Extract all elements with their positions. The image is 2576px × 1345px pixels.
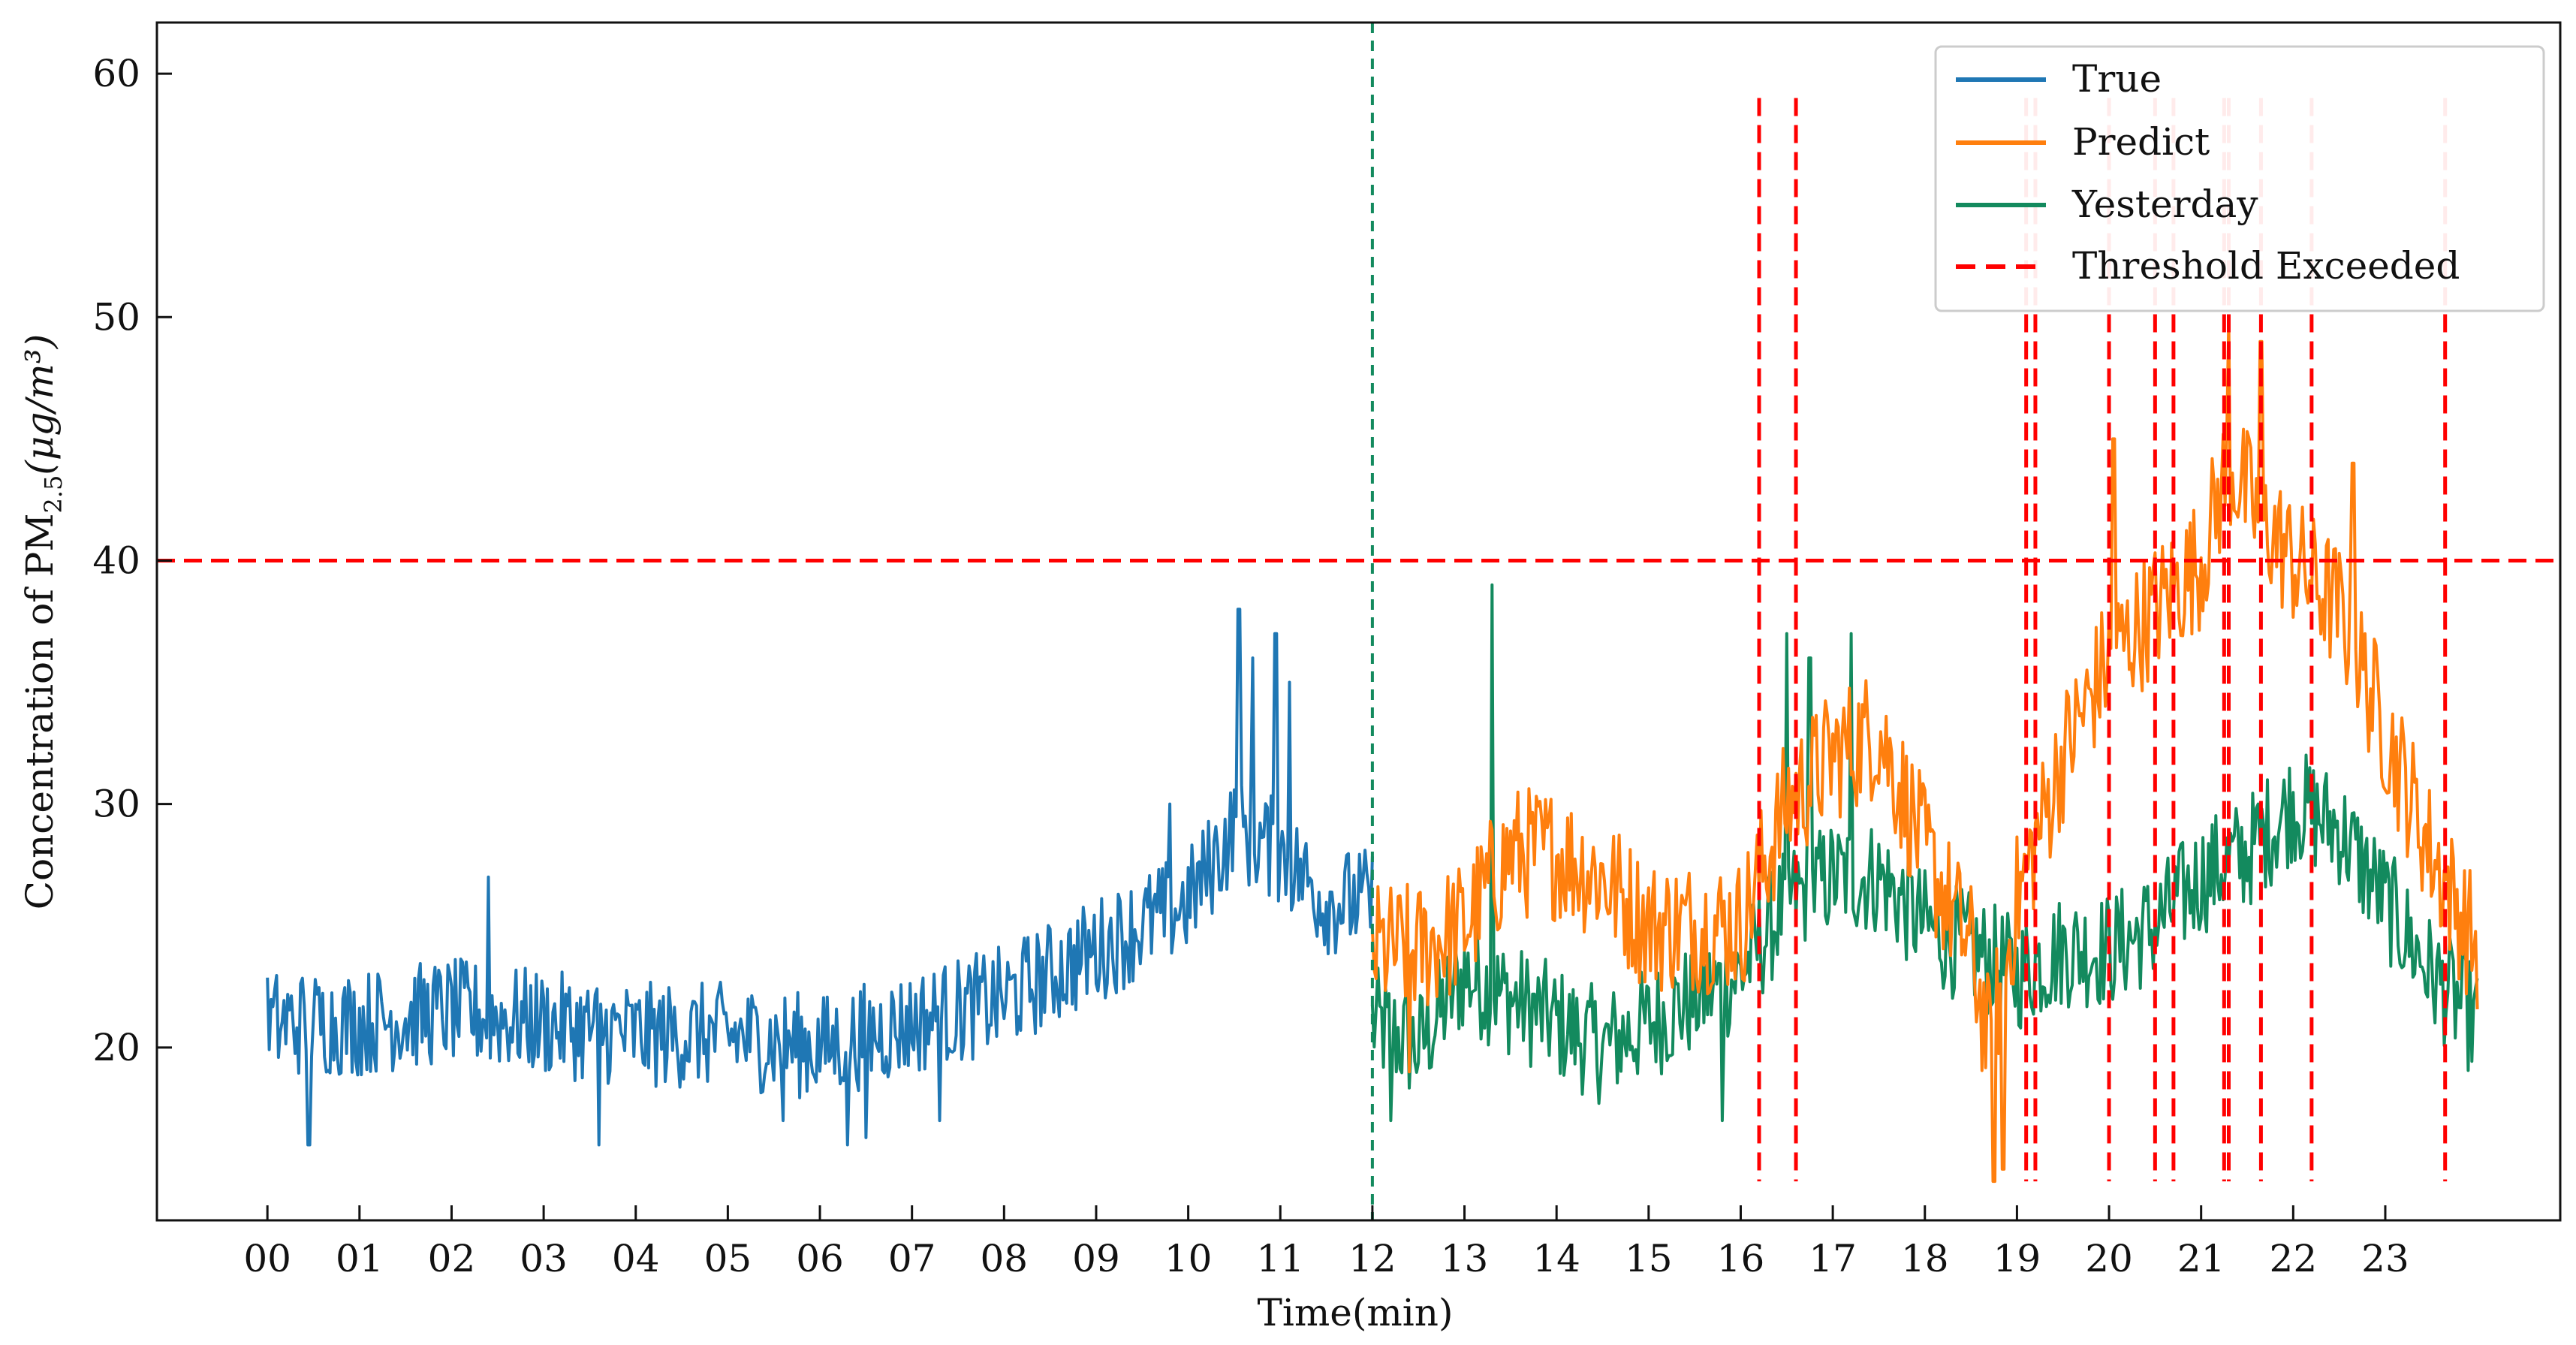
legend-box <box>1934 45 2545 312</box>
x-tick-label-4: 04 <box>612 1237 660 1280</box>
threshold-layer <box>157 23 2560 1220</box>
y-axis-title-subscript: 2.5 <box>39 475 68 514</box>
y-axis-title-unit: (μg/m³) <box>18 334 62 475</box>
x-tick-label-17: 17 <box>1809 1237 1857 1280</box>
x-axis-title: Time(min) <box>1258 1291 1454 1334</box>
x-axis: 00 01 02 03 04 05 06 07 08 09 10 11 12 13 14 15 16 17 18 19… <box>243 1205 2409 1280</box>
legend: True Predict Yesterday Threshold Exceede… <box>1934 45 2545 312</box>
x-tick-label-7: 07 <box>888 1237 936 1280</box>
y-axis-title: Concentration of PM2.5(μg/m³) <box>18 334 68 910</box>
legend-label-predict: Predict <box>2072 120 2210 164</box>
y-axis-title-main: Concentration of PM <box>18 513 62 909</box>
x-tick-label-20: 20 <box>2085 1237 2133 1280</box>
x-tick-label-23: 23 <box>2361 1237 2409 1280</box>
x-tick-label-22: 22 <box>2270 1237 2318 1280</box>
plot-frame <box>155 21 2562 1222</box>
y-tick-label-0: 20 <box>92 1026 140 1069</box>
series-yesterday <box>1370 583 2479 1123</box>
x-tick-label-16: 16 <box>1717 1237 1765 1280</box>
x-tick-label-1: 01 <box>336 1237 384 1280</box>
x-tick-label-10: 10 <box>1164 1237 1213 1280</box>
x-tick-label-15: 15 <box>1625 1237 1673 1280</box>
y-tick-label-3: 50 <box>92 295 140 339</box>
x-tick-label-3: 03 <box>520 1237 568 1280</box>
x-tick-label-5: 05 <box>704 1237 752 1280</box>
series-predict <box>1370 315 2479 1184</box>
x-tick-label-19: 19 <box>1993 1237 2041 1280</box>
x-tick-label-6: 06 <box>796 1237 844 1280</box>
x-tick-label-0: 00 <box>243 1237 291 1280</box>
x-tick-label-11: 11 <box>1256 1237 1304 1280</box>
y-axis: 20 30 40 50 60 <box>92 52 172 1069</box>
x-tick-label-21: 21 <box>2177 1237 2225 1280</box>
x-tick-label-12: 12 <box>1348 1237 1396 1280</box>
y-tick-label-4: 60 <box>92 52 140 95</box>
series-layer <box>266 315 2479 1184</box>
x-tick-label-8: 08 <box>981 1237 1029 1280</box>
y-tick-label-1: 30 <box>92 783 140 826</box>
y-tick-label-2: 40 <box>92 538 140 582</box>
x-tick-label-14: 14 <box>1532 1237 1580 1280</box>
legend-label-threshold: Threshold Exceeded <box>2072 244 2460 288</box>
legend-label-yesterday: Yesterday <box>2071 182 2258 226</box>
x-tick-label-13: 13 <box>1441 1237 1489 1280</box>
x-tick-label-18: 18 <box>1901 1237 1949 1280</box>
series-true <box>266 608 1374 1147</box>
legend-label-true: True <box>2072 57 2162 101</box>
x-tick-label-9: 09 <box>1072 1237 1120 1280</box>
x-tick-label-2: 02 <box>428 1237 476 1280</box>
